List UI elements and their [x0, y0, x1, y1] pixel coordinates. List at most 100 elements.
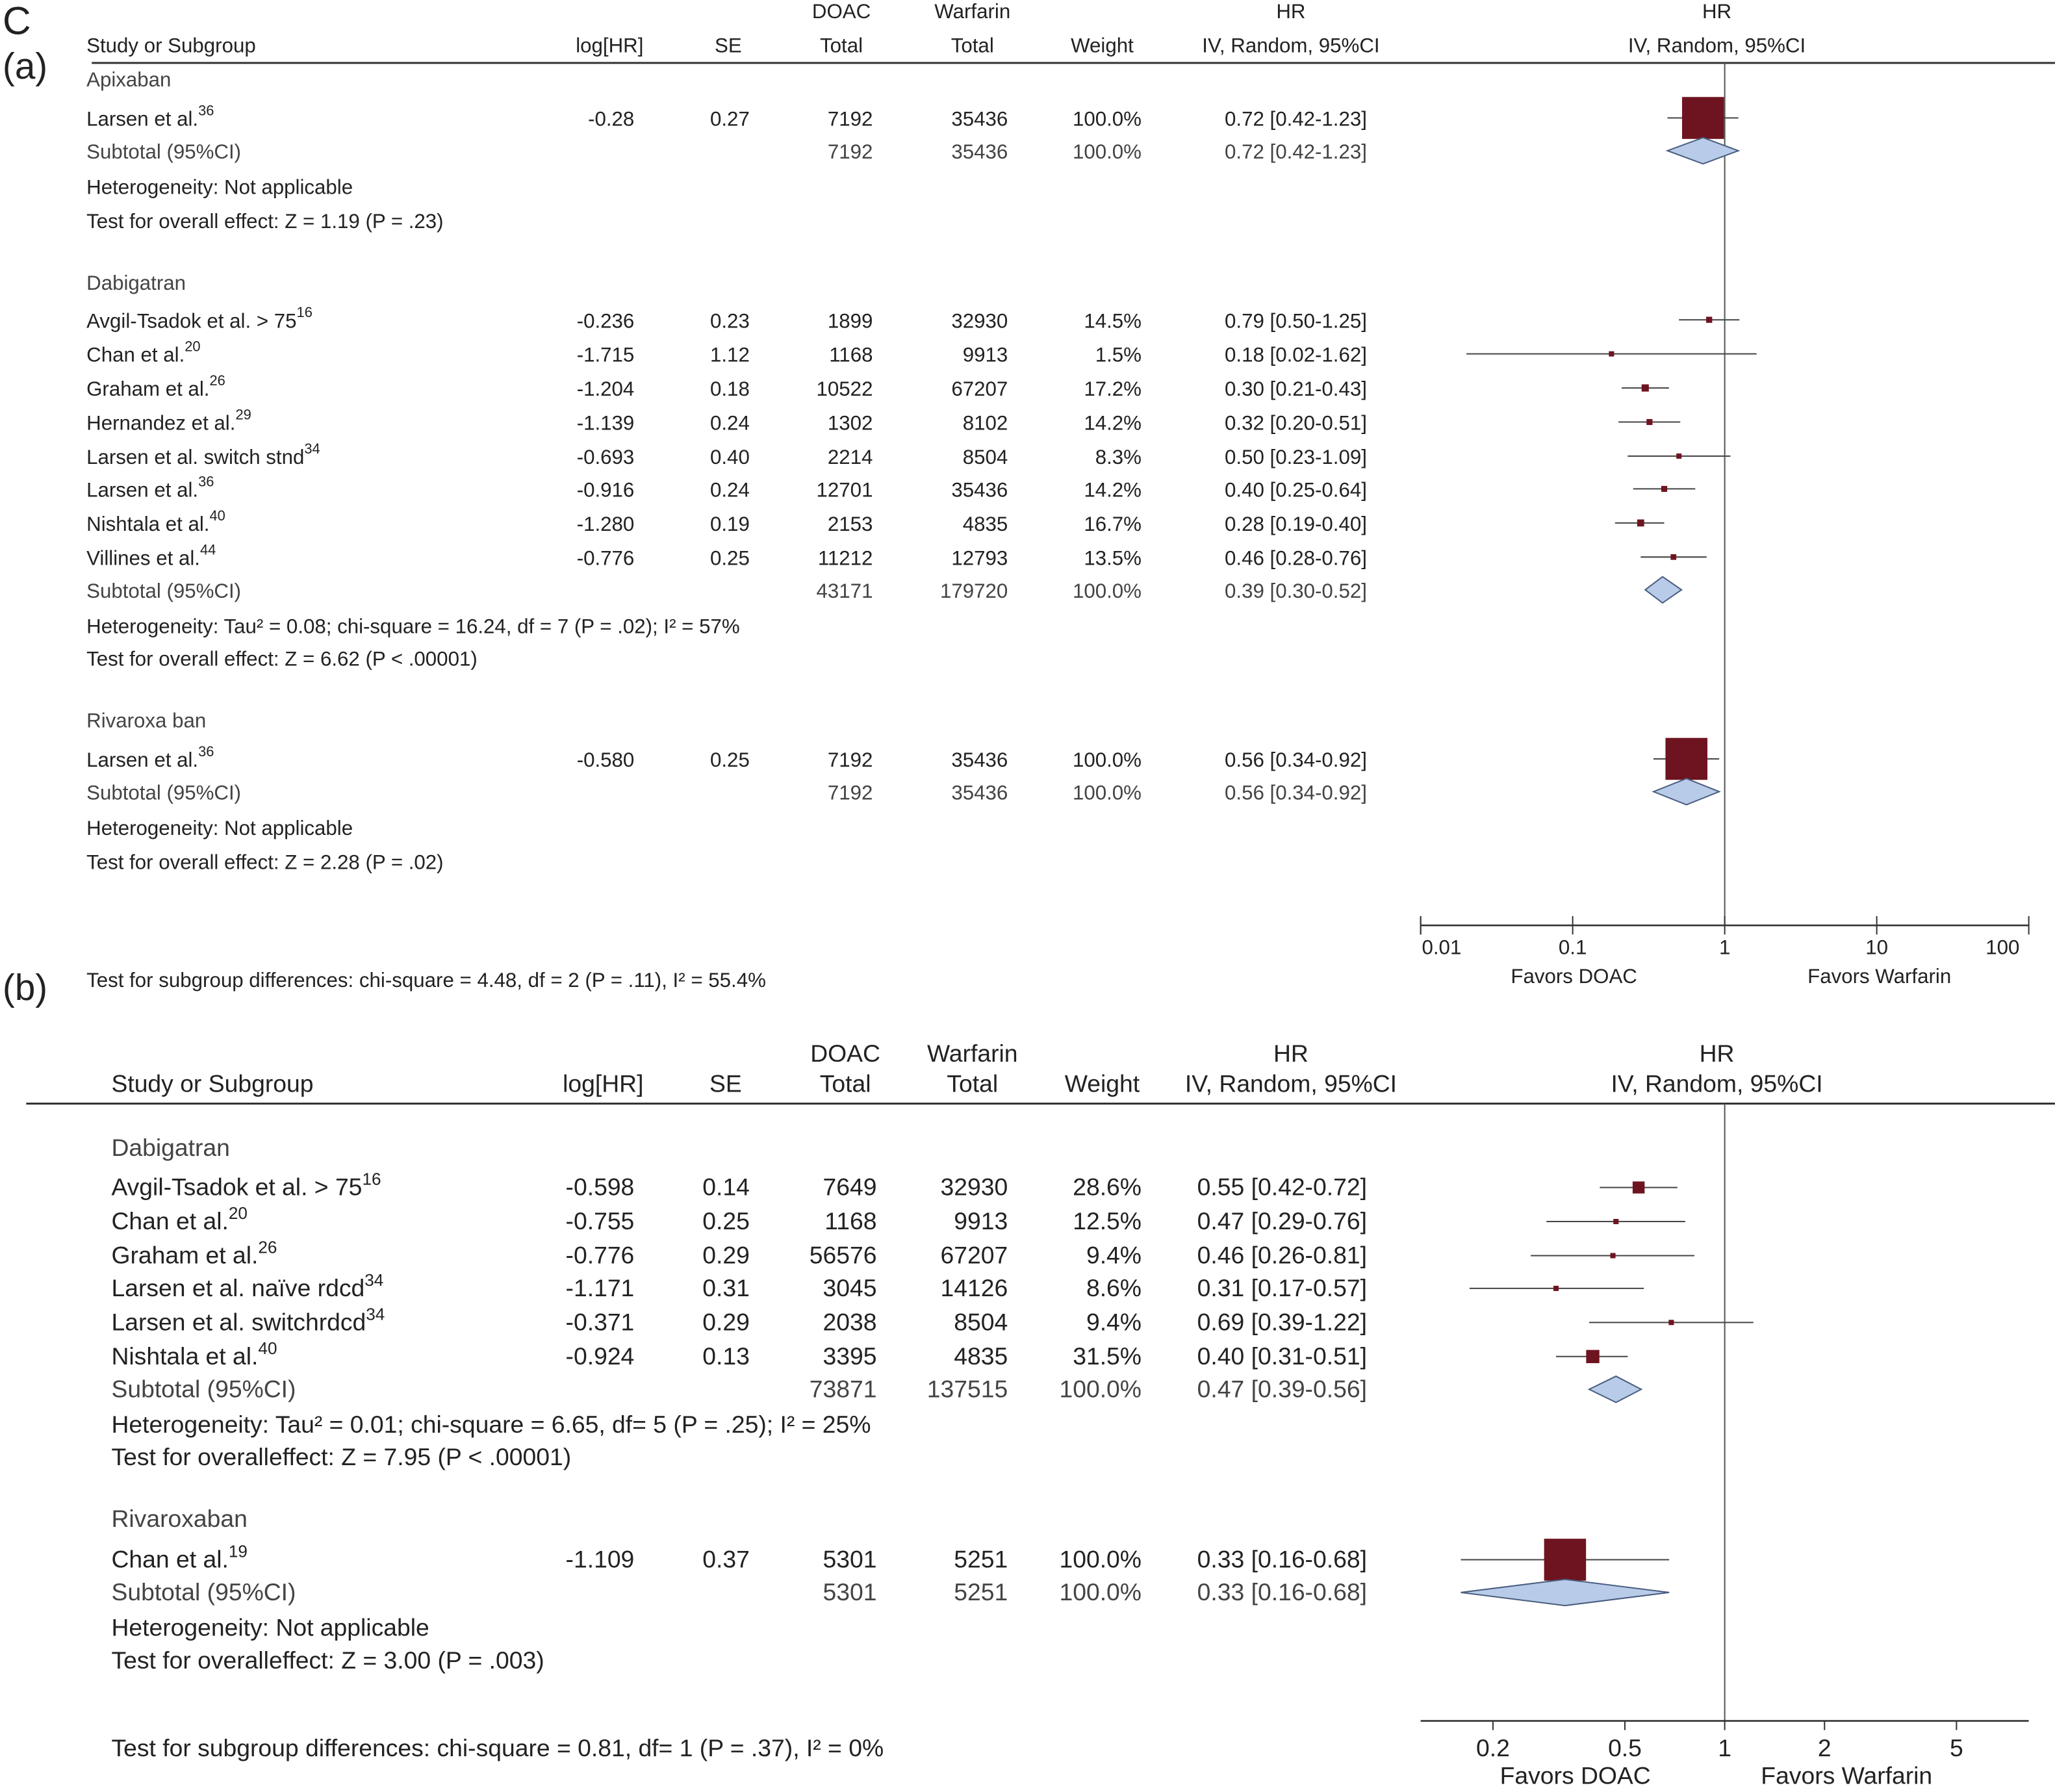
weight-value: 1.5%	[1095, 344, 1142, 366]
study-row: Nishtala et al.40 -1.280 0.19 2153 4835 16.7%…	[86, 507, 1665, 535]
effect-marker	[1676, 453, 1682, 459]
axis-tick-label: 0.1	[1559, 936, 1587, 959]
header-plot-hr: HR	[1702, 0, 1731, 23]
loghr-value: -1.139	[577, 412, 635, 435]
subtotal-weight: 100.0%	[1073, 140, 1142, 163]
effect-marker	[1610, 1253, 1616, 1259]
study-row: Graham et al.26 -0.776 0.29 56576 67207 9.4% 0…	[111, 1237, 1694, 1269]
hr-ci-value: 0.72 [0.42-1.23]	[1225, 108, 1367, 131]
axis-tick-label: 1	[1719, 936, 1730, 959]
doac-total: 1168	[829, 344, 873, 366]
warfarin-total: 67207	[951, 378, 1008, 400]
effect-marker	[1681, 97, 1724, 139]
se-value: 0.25	[710, 749, 750, 771]
subtotal-label: Subtotal (95%CI)	[86, 580, 241, 602]
header-hr-method: IV, Random, 95%CI	[1185, 1069, 1397, 1097]
weight-value: 12.5%	[1073, 1207, 1142, 1235]
doac-total: 11212	[818, 546, 873, 569]
subtotal-hr-ci: 0.72 [0.42-1.23]	[1225, 140, 1367, 163]
doac-total: 56576	[810, 1242, 877, 1269]
se-value: 0.13	[702, 1342, 750, 1370]
doac-total: 5301	[823, 1546, 877, 1573]
study-row: Avgil-Tsadok et al. > 7516 -0.598 0.14 7649…	[111, 1170, 1678, 1201]
effect-marker	[1553, 1285, 1559, 1291]
effect-marker	[1665, 737, 1707, 780]
doac-total: 7192	[828, 749, 873, 771]
weight-value: 14.5%	[1084, 309, 1142, 332]
warfarin-total: 5251	[954, 1546, 1008, 1573]
se-value: 0.24	[710, 479, 750, 502]
doac-total: 12701	[817, 479, 873, 502]
hr-ci-value: 0.32 [0.20-0.51]	[1225, 412, 1367, 435]
weight-value: 8.6%	[1086, 1274, 1142, 1301]
axis-tick-label: 1	[1718, 1734, 1731, 1761]
header-hr: HR	[1273, 1040, 1308, 1067]
study-name: Nishtala et al.40	[111, 1338, 277, 1370]
hr-ci-value: 0.33 [0.16-0.68]	[1197, 1546, 1367, 1573]
weight-value: 9.4%	[1086, 1242, 1142, 1269]
header-plot-hr: HR	[1700, 1040, 1735, 1067]
study-name: Graham et al.26	[111, 1237, 277, 1268]
hr-ci-value: 0.46 [0.28-0.76]	[1225, 546, 1367, 569]
study-name: Avgil-Tsadok et al. > 7516	[111, 1170, 381, 1201]
header-warfarin: Warfarin	[934, 0, 1010, 23]
study-row: Larsen et al.36 -0.580 0.25 7192 35436 100.0%…	[86, 737, 1720, 780]
effect-marker	[1661, 485, 1668, 492]
doac-total: 1168	[824, 1207, 876, 1235]
warfarin-total: 32930	[951, 309, 1008, 332]
subtotal-diamond	[1587, 1375, 1643, 1403]
doac-total: 7649	[823, 1173, 877, 1201]
subtotal-diamond	[1644, 576, 1683, 604]
doac-total: 10522	[817, 378, 873, 400]
study-row: Graham et al.26 -1.204 0.18 10522 67207 17.2%…	[86, 372, 1669, 400]
favors-right-label: Favors Warfarin	[1807, 965, 1951, 988]
overall-effect-text: Test for overall effect: Z = 6.62 (P < .…	[86, 648, 478, 671]
doac-total: 7192	[828, 108, 873, 131]
header-warfarin-total: Total	[947, 1069, 998, 1097]
effect-marker	[1609, 351, 1615, 357]
weight-value: 31.5%	[1073, 1342, 1142, 1370]
subtotal-doac: 43171	[817, 580, 873, 602]
weight-value: 16.7%	[1084, 513, 1142, 535]
se-value: 0.19	[710, 513, 750, 535]
subtotal-hr-ci: 0.56 [0.34-0.92]	[1225, 781, 1367, 804]
study-row: Larsen et al. naïve rdcd34 -1.171 0.31 3045…	[111, 1270, 1644, 1301]
loghr-value: -0.598	[566, 1173, 635, 1201]
header-doac: DOAC	[812, 0, 871, 23]
subtotal-hr-ci: 0.39 [0.30-0.52]	[1225, 580, 1367, 602]
se-value: 0.23	[710, 309, 750, 332]
hr-ci-value: 0.40 [0.25-0.64]	[1225, 479, 1367, 502]
hr-ci-value: 0.55 [0.42-0.72]	[1197, 1173, 1367, 1201]
weight-value: 14.2%	[1084, 479, 1142, 502]
study-name: Larsen et al.36	[86, 103, 214, 131]
effect-marker	[1632, 1181, 1645, 1194]
header-study: Study or Subgroup	[86, 34, 256, 57]
header-doac-total: Total	[820, 34, 863, 57]
heterogeneity-text: Heterogeneity: Not applicable	[86, 176, 353, 199]
weight-value: 100.0%	[1073, 108, 1142, 131]
panel-label: (b)	[3, 967, 47, 1008]
header-study: Study or Subgroup	[111, 1069, 313, 1097]
loghr-value: -0.236	[577, 309, 635, 332]
subtotal-doac: 73871	[810, 1375, 877, 1402]
warfarin-total: 8102	[963, 412, 1008, 435]
header-loghr: log[HR]	[563, 1069, 643, 1097]
subtotal-row: Subtotal (95%CI) 73871 137515 100.0% 0.47 [0…	[111, 1375, 1643, 1403]
hr-ci-value: 0.40 [0.31-0.51]	[1197, 1342, 1367, 1370]
warfarin-total: 8504	[954, 1308, 1008, 1335]
study-name: Chan et al.20	[86, 339, 200, 366]
weight-value: 14.2%	[1084, 412, 1142, 435]
warfarin-total: 14126	[941, 1274, 1008, 1301]
overall-effect-text: Test for overall effect: Z = 1.19 (P = .…	[86, 210, 443, 233]
subtotal-diamond	[1665, 136, 1741, 165]
study-name: Larsen et al. naïve rdcd34	[111, 1270, 383, 1301]
weight-value: 28.6%	[1073, 1173, 1142, 1201]
overall-effect-text: Test for overall effect: Z = 2.28 (P = .…	[86, 851, 443, 873]
study-name: Larsen et al.36	[86, 473, 214, 501]
subtotal-label: Subtotal (95%CI)	[86, 781, 241, 804]
loghr-value: -0.755	[566, 1207, 635, 1235]
effect-marker	[1613, 1218, 1619, 1225]
effect-marker	[1706, 316, 1713, 323]
warfarin-total: 9913	[963, 344, 1008, 366]
loghr-value: -0.776	[566, 1242, 635, 1269]
